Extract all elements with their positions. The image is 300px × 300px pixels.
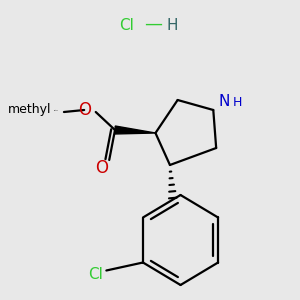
Text: O: O: [78, 101, 91, 119]
Polygon shape: [115, 126, 155, 134]
Text: methyl: methyl: [8, 103, 51, 116]
Text: H: H: [166, 17, 178, 32]
Text: N: N: [218, 94, 230, 110]
Text: O: O: [95, 159, 108, 177]
Text: Cl: Cl: [119, 17, 134, 32]
Text: methyl: methyl: [54, 110, 59, 111]
Text: —: —: [145, 15, 163, 33]
Text: Cl: Cl: [88, 267, 103, 282]
Text: H: H: [232, 95, 242, 109]
